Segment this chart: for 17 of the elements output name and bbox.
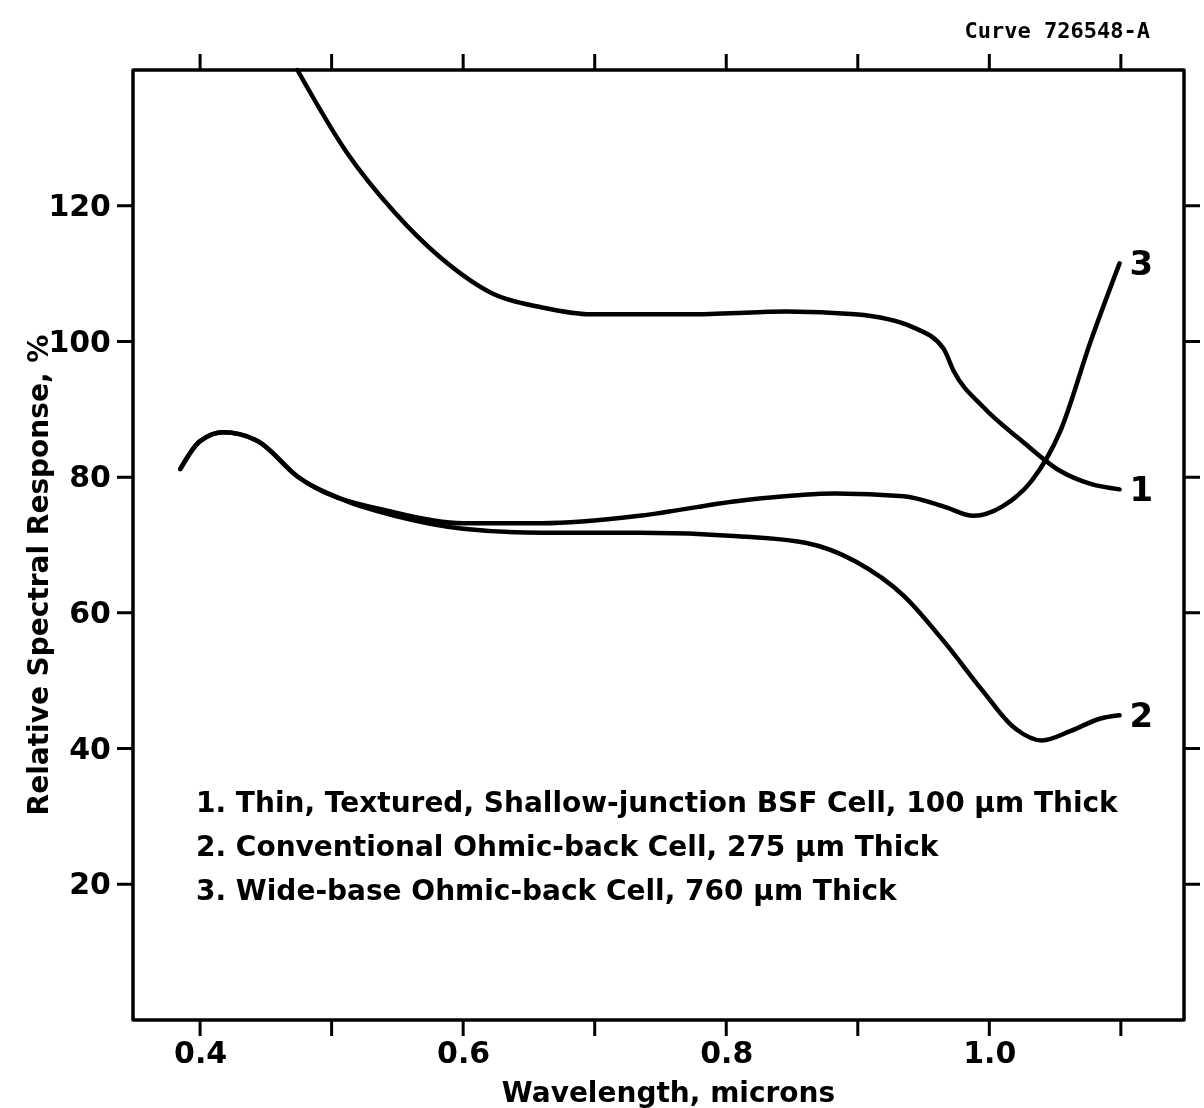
y-tick-label: 60 (69, 594, 111, 630)
x-tick-label: 1.0 (963, 1035, 1017, 1071)
y-tick-label: 120 (48, 187, 111, 223)
series-label: 3 (1129, 243, 1154, 284)
annotation: 3. Wide-base Ohmic-back Cell, 760 µm Thick (196, 874, 899, 907)
text: Curve 726548-A (964, 18, 1150, 43)
annotation: 1. Thin, Textured, Shallow-junction BSF Cell, 100 µm Thick (196, 786, 1120, 819)
y-tick-label: 20 (69, 866, 111, 902)
series-label: 2 (1129, 695, 1154, 736)
legend-label: 1 (1129, 469, 1154, 510)
y-tick-label: 40 (69, 730, 111, 766)
x-tick-label: 0.4 (174, 1035, 228, 1071)
x-axis-title: Wavelength, microns (501, 1076, 836, 1108)
x-tick-label: 0.6 (437, 1035, 491, 1071)
y-tick-label: 80 (69, 459, 111, 495)
annotation: 2. Conventional Ohmic-back Cell, 275 µm Thick (196, 830, 940, 863)
x-tick-label: 0.8 (700, 1035, 754, 1071)
